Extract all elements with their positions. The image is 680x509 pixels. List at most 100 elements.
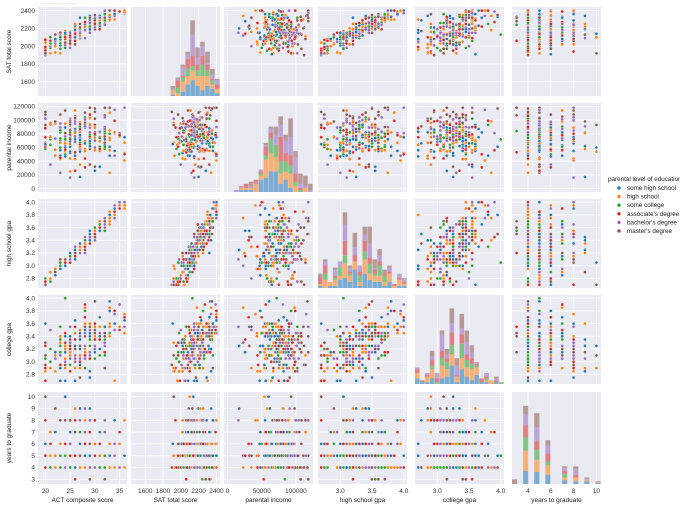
histogram-bar	[293, 173, 298, 182]
scatter-point	[457, 222, 462, 227]
histogram-bar	[205, 76, 210, 87]
scatter-point	[344, 153, 349, 158]
scatter-point	[476, 8, 481, 13]
scatter-point	[285, 45, 290, 49]
scatter-point	[451, 283, 455, 287]
scatter-point	[325, 44, 330, 48]
scatter-point	[441, 276, 446, 281]
scatter-point	[287, 375, 292, 380]
scatter-point	[373, 18, 377, 23]
scatter-point	[438, 235, 443, 239]
scatter-point	[429, 51, 433, 56]
scatter-point	[293, 8, 297, 13]
scatter-point	[438, 276, 443, 281]
histogram-bar	[382, 269, 387, 274]
scatter-point	[451, 132, 455, 137]
scatter-point	[467, 44, 471, 48]
scatter-point	[429, 12, 433, 16]
scatter-point	[187, 153, 192, 158]
scatter-point	[441, 260, 446, 265]
scatter-point	[274, 39, 279, 43]
scatter-point	[43, 344, 48, 348]
scatter-point	[451, 175, 455, 179]
scatter-point	[68, 353, 72, 358]
scatter-point	[594, 149, 599, 154]
scatter-point	[201, 331, 205, 335]
scatter-point	[88, 144, 92, 148]
scatter-point	[419, 232, 424, 236]
scatter-point	[441, 38, 446, 42]
scatter-point	[197, 248, 202, 252]
scatter-point	[398, 134, 403, 139]
panel-sat-total-score-vs-years-to-graduate	[512, 7, 601, 96]
scatter-point	[441, 47, 446, 51]
scatter-point	[571, 200, 576, 204]
scatter-point	[441, 235, 446, 239]
scatter-point	[264, 273, 269, 278]
scatter-point	[58, 334, 63, 339]
scatter-point	[357, 156, 362, 161]
scatter-point	[212, 325, 216, 329]
scatter-point	[43, 279, 48, 284]
scatter-point	[460, 39, 465, 44]
histogram-bar	[357, 285, 363, 288]
scatter-point	[460, 128, 465, 133]
panel-background	[512, 199, 601, 288]
scatter-point	[416, 264, 420, 268]
scatter-point	[180, 116, 185, 120]
scatter-point	[201, 337, 205, 342]
scatter-point	[526, 257, 530, 262]
scatter-point	[263, 257, 267, 262]
scatter-point	[351, 42, 355, 47]
scatter-point	[571, 12, 576, 16]
scatter-point	[103, 325, 107, 329]
scatter-point	[63, 40, 67, 45]
histogram-bar	[180, 76, 185, 78]
scatter-point	[208, 350, 212, 354]
histogram-bar	[180, 67, 185, 77]
scatter-point	[103, 337, 107, 342]
scatter-point	[58, 156, 63, 160]
scatter-point	[204, 375, 209, 380]
scatter-point	[560, 127, 564, 131]
scatter-point	[454, 257, 459, 262]
histogram-bar	[283, 153, 288, 162]
scatter-point	[441, 136, 446, 140]
scatter-point	[281, 213, 286, 217]
scatter-point	[270, 260, 275, 265]
scatter-point	[425, 35, 430, 40]
scatter-point	[63, 31, 67, 35]
scatter-point	[445, 41, 449, 46]
histogram-bar	[200, 46, 205, 57]
scatter-point	[435, 46, 440, 50]
scatter-point	[304, 312, 308, 316]
y-tick-label: 60000	[17, 145, 35, 152]
scatter-point	[451, 35, 455, 40]
scatter-point	[73, 35, 77, 40]
scatter-point	[188, 360, 193, 364]
scatter-point	[492, 200, 497, 204]
scatter-point	[73, 325, 77, 329]
scatter-point	[112, 209, 117, 214]
histogram-bar	[185, 68, 190, 77]
scatter-point	[480, 15, 484, 20]
scatter-point	[290, 340, 295, 345]
scatter-point	[351, 15, 355, 20]
scatter-point	[200, 340, 204, 345]
scatter-point	[429, 35, 433, 40]
scatter-point	[204, 321, 209, 326]
scatter-point	[549, 22, 553, 26]
scatter-point	[112, 213, 117, 217]
histogram-bar	[170, 90, 176, 95]
scatter-point	[451, 241, 455, 246]
scatter-point	[429, 225, 433, 230]
histogram-bar	[372, 259, 377, 268]
scatter-point	[274, 360, 279, 364]
scatter-point	[594, 283, 599, 287]
scatter-point	[344, 175, 349, 180]
scatter-point	[83, 241, 87, 246]
scatter-point	[258, 50, 263, 55]
scatter-point	[98, 164, 102, 169]
scatter-point	[43, 356, 48, 361]
scatter-point	[286, 49, 291, 54]
